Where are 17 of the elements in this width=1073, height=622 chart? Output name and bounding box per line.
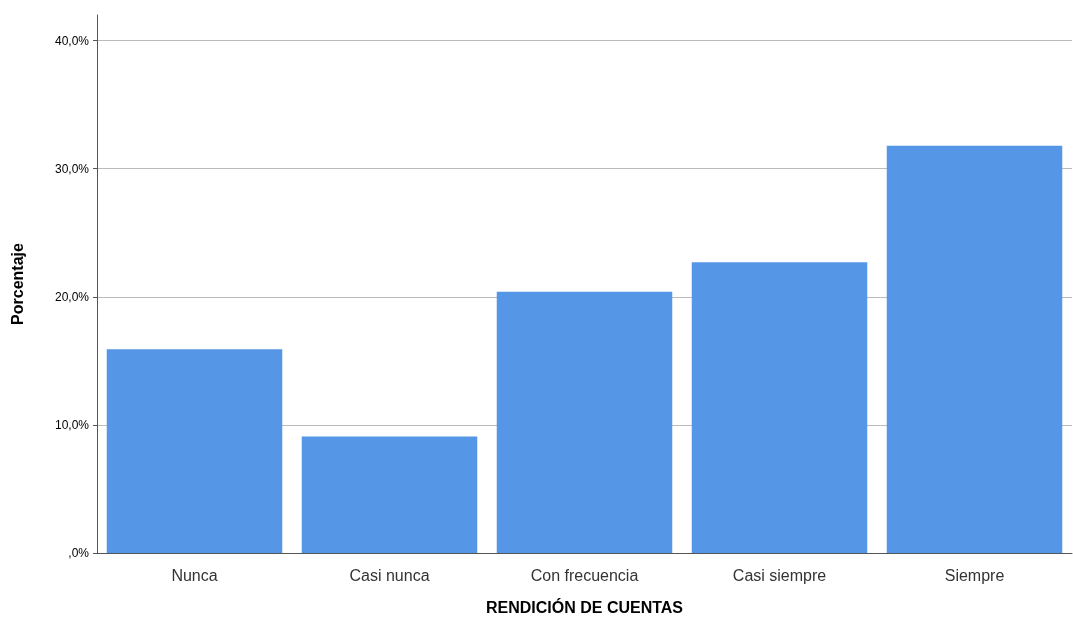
y-tick-label: 10,0% — [54, 417, 90, 432]
x-tick-label: Nunca — [171, 566, 218, 584]
bar — [301, 436, 478, 553]
y-tick-label: 20,0% — [54, 289, 90, 304]
x-tick-label: Casi siempre — [732, 566, 827, 584]
y-axis-title: Porcentaje — [8, 242, 26, 325]
x-tick-label: Con frecuencia — [530, 566, 639, 584]
bar — [106, 349, 283, 553]
y-tick-label: ,0% — [68, 546, 90, 560]
bar — [691, 262, 868, 553]
bar — [886, 145, 1063, 553]
y-tick-label: 30,0% — [54, 161, 90, 176]
x-tick-label: Siempre — [944, 566, 1005, 584]
x-axis-title: RENDICIÓN DE CUENTAS — [485, 597, 684, 616]
bar — [496, 291, 673, 553]
x-tick-label: Casi nunca — [349, 566, 430, 584]
y-tick-label: 40,0% — [54, 33, 90, 48]
